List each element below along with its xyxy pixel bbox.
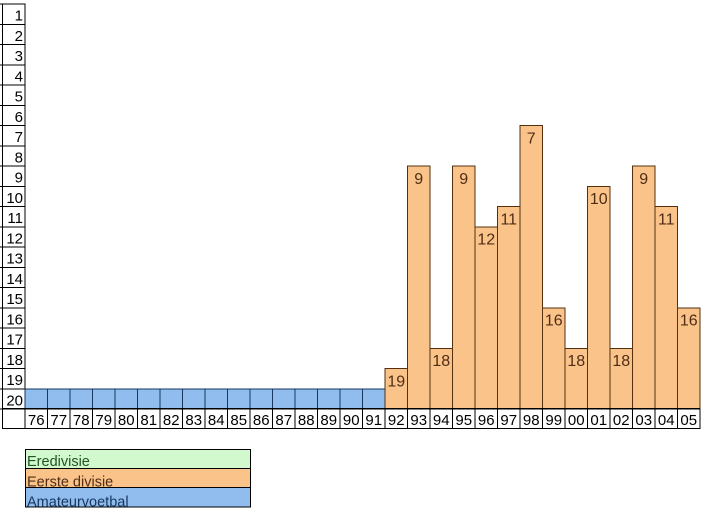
svg-text:01: 01 [590, 412, 607, 429]
svg-text:Eredivisie: Eredivisie [27, 454, 90, 470]
svg-text:77: 77 [50, 412, 67, 429]
svg-text:19: 19 [387, 373, 405, 390]
svg-text:90: 90 [343, 412, 360, 429]
svg-text:89: 89 [320, 412, 337, 429]
svg-text:03: 03 [635, 412, 652, 429]
svg-text:12: 12 [6, 230, 23, 247]
svg-text:02: 02 [613, 412, 630, 429]
svg-text:18: 18 [6, 352, 23, 369]
svg-text:80: 80 [118, 412, 135, 429]
svg-text:Amateurvoetbal: Amateurvoetbal [27, 495, 129, 511]
svg-text:92: 92 [388, 412, 405, 429]
svg-text:82: 82 [163, 412, 180, 429]
svg-text:84: 84 [208, 412, 225, 429]
svg-text:94: 94 [433, 412, 450, 429]
svg-text:12: 12 [477, 232, 495, 249]
svg-text:91: 91 [365, 412, 382, 429]
svg-text:19: 19 [6, 372, 23, 389]
svg-text:87: 87 [275, 412, 292, 429]
svg-text:86: 86 [253, 412, 270, 429]
svg-text:05: 05 [680, 412, 697, 429]
svg-text:9: 9 [15, 170, 23, 187]
svg-text:11: 11 [658, 211, 675, 228]
svg-text:78: 78 [73, 412, 90, 429]
svg-text:81: 81 [140, 412, 157, 429]
svg-text:79: 79 [95, 412, 112, 429]
svg-text:9: 9 [414, 171, 423, 188]
svg-text:16: 16 [545, 313, 563, 330]
svg-text:00: 00 [568, 412, 585, 429]
svg-text:8: 8 [15, 149, 23, 166]
svg-text:76: 76 [28, 412, 45, 429]
svg-text:4: 4 [15, 68, 23, 85]
svg-text:7: 7 [15, 129, 23, 146]
svg-text:20: 20 [6, 392, 23, 409]
svg-text:9: 9 [639, 171, 648, 188]
svg-text:11: 11 [500, 211, 517, 228]
svg-text:97: 97 [500, 412, 517, 429]
svg-text:95: 95 [455, 412, 472, 429]
svg-text:13: 13 [6, 251, 23, 268]
svg-text:93: 93 [410, 412, 427, 429]
svg-text:6: 6 [15, 109, 23, 126]
svg-text:96: 96 [478, 412, 495, 429]
svg-text:11: 11 [7, 210, 23, 227]
svg-text:Eerste divisie: Eerste divisie [27, 475, 113, 491]
svg-text:10: 10 [590, 191, 608, 208]
svg-text:83: 83 [185, 412, 202, 429]
svg-text:18: 18 [432, 353, 450, 370]
svg-text:9: 9 [459, 171, 468, 188]
svg-text:10: 10 [6, 190, 23, 207]
svg-text:04: 04 [658, 412, 675, 429]
svg-text:99: 99 [545, 412, 562, 429]
svg-text:1: 1 [15, 8, 23, 25]
svg-text:16: 16 [680, 313, 698, 330]
svg-text:88: 88 [298, 412, 315, 429]
svg-text:85: 85 [230, 412, 247, 429]
svg-text:5: 5 [15, 89, 23, 106]
svg-text:16: 16 [6, 311, 23, 328]
svg-text:15: 15 [6, 291, 23, 308]
svg-text:18: 18 [612, 353, 630, 370]
svg-text:3: 3 [15, 48, 23, 65]
svg-text:14: 14 [6, 271, 23, 288]
svg-text:17: 17 [6, 332, 23, 349]
svg-text:98: 98 [523, 412, 540, 429]
svg-text:7: 7 [527, 130, 536, 147]
svg-text:2: 2 [15, 28, 23, 45]
svg-text:18: 18 [567, 353, 585, 370]
